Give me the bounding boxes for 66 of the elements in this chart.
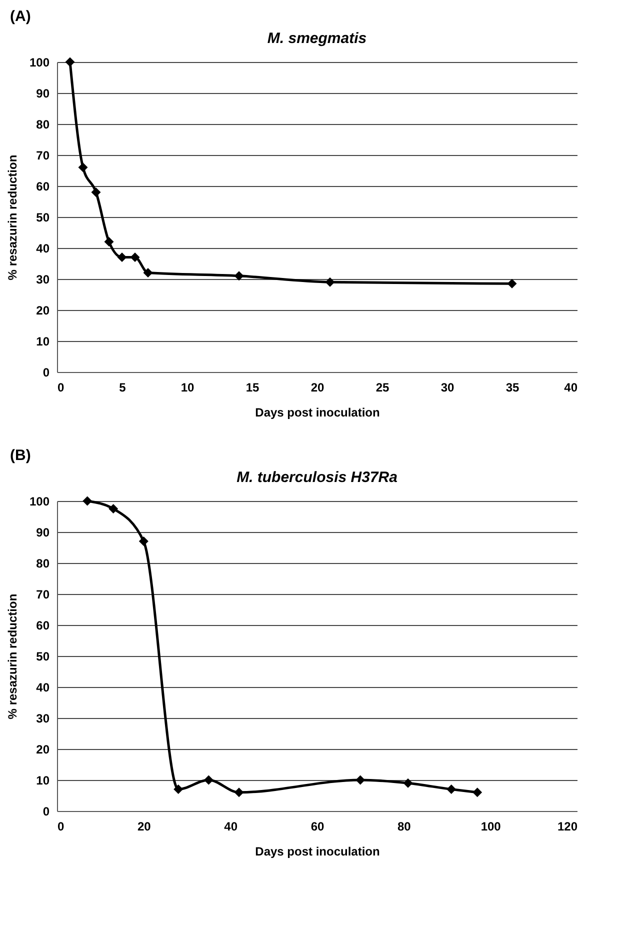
y-axis-title: % resazurin reduction	[5, 594, 20, 720]
x-tick-label: 60	[310, 820, 324, 834]
x-axis-title: Days post inoculation	[255, 406, 380, 420]
x-tick-label: 40	[224, 820, 238, 834]
y-tick-label: 10	[36, 774, 50, 788]
x-tick-label: 20	[310, 380, 324, 394]
point	[82, 496, 92, 506]
x-tick-label: 15	[246, 380, 260, 394]
point	[403, 778, 413, 788]
y-tick-label: 40	[36, 680, 50, 694]
y-tick-label: 80	[36, 118, 50, 132]
y-tick-label: 20	[36, 742, 50, 756]
y-tick-label: 60	[36, 180, 50, 194]
y-tick-label: 50	[36, 210, 50, 224]
y-tick-label: 30	[36, 272, 50, 286]
point	[117, 252, 127, 262]
chart-title: M. smegmatis	[267, 30, 367, 47]
y-tick-label: 20	[36, 304, 50, 318]
text: (B)	[10, 447, 32, 465]
x-tick-label: 25	[376, 380, 390, 394]
x-axis-title: Days post inoculation	[255, 844, 380, 858]
point	[234, 788, 244, 798]
x-tick-label: 10	[180, 380, 194, 394]
x-tick-label: 20	[137, 820, 152, 834]
y-tick-label: 0	[42, 804, 50, 818]
y-tick-label: 50	[36, 650, 50, 664]
x-tick-label: 5	[119, 380, 126, 394]
y-tick-label: 100	[29, 56, 50, 70]
point	[130, 252, 140, 262]
x-tick-label: 35	[506, 380, 520, 394]
x-tick-label: 80	[397, 820, 412, 834]
point	[138, 536, 148, 546]
y-tick-label: 60	[36, 618, 50, 632]
y-tick-label: 90	[36, 86, 50, 100]
point	[356, 775, 366, 785]
x-tick-label: 0	[58, 380, 64, 394]
x-tick-label: 100	[480, 820, 502, 834]
point	[204, 775, 214, 785]
y-tick-label: 70	[36, 148, 50, 162]
point	[65, 57, 75, 67]
point	[472, 788, 482, 798]
y-tick-label: 80	[36, 556, 50, 570]
point	[507, 278, 517, 288]
y-tick-label: 70	[36, 588, 50, 602]
y-tick-label: 30	[36, 712, 50, 726]
point	[104, 237, 114, 247]
point	[446, 784, 456, 794]
x-tick-label: 0	[58, 820, 64, 834]
y-tick-label: 90	[36, 526, 50, 540]
y-tick-label: 40	[36, 242, 50, 256]
x-tick-label: 40	[564, 380, 578, 394]
y-tick-label: 0	[42, 366, 50, 380]
chart-title: M. tuberculosis H37Ra	[236, 469, 398, 486]
point	[78, 162, 88, 172]
x-tick-label: 30	[440, 380, 454, 394]
point	[325, 277, 335, 287]
point	[174, 784, 184, 794]
point	[91, 187, 101, 197]
x-tick-label: 120	[557, 820, 578, 834]
point	[143, 268, 153, 278]
point	[234, 271, 244, 281]
y-tick-label: 10	[36, 334, 50, 348]
text: (A)	[10, 8, 32, 26]
y-tick-label: 100	[29, 494, 50, 508]
point	[108, 504, 118, 514]
y-axis-title: % resazurin reduction	[5, 154, 20, 280]
